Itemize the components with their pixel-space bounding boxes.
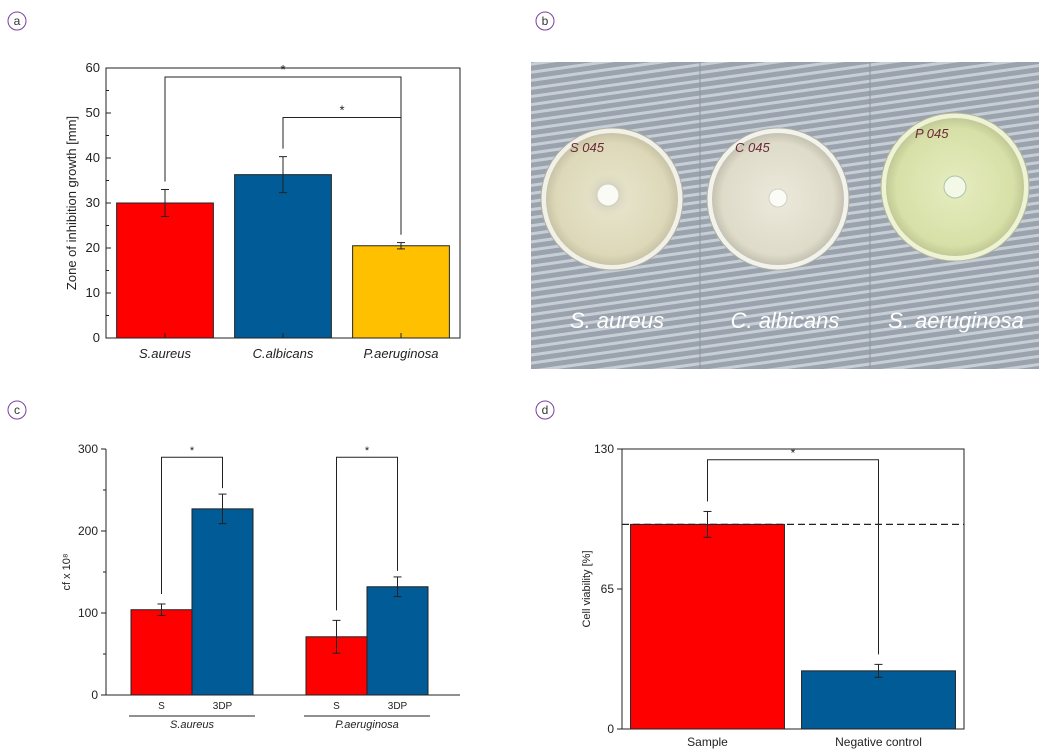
significance-star: *: [365, 445, 370, 457]
significance-bracket: [282, 117, 402, 235]
bar: [234, 174, 332, 339]
petri-dish-s-aeruginosa: P 045: [880, 112, 1030, 262]
significance-bracket: [336, 456, 398, 611]
y-tick-label: 100: [78, 606, 98, 620]
y-tick-label: 0: [607, 722, 614, 736]
petri-dish-s-aureus: S 045: [540, 127, 684, 271]
svg-text:d: d: [542, 403, 549, 417]
bar: [801, 670, 956, 730]
x-tick-label: S.aureus: [139, 346, 192, 361]
y-tick-label: 30: [86, 195, 100, 210]
group-label: P.aeruginosa: [335, 719, 398, 731]
bar: [191, 508, 254, 696]
x-tick-label: 3DP: [213, 701, 233, 712]
panel-label-a: a: [7, 11, 27, 31]
y-tick-label: 65: [601, 582, 615, 596]
bar: [366, 586, 429, 696]
bar: [352, 245, 450, 339]
svg-text:c: c: [14, 403, 20, 417]
petri-dish-photo: S 045 C 045 P 045 S. aureus C. albicans …: [531, 62, 1039, 369]
y-tick-label: 0: [91, 688, 98, 702]
panel-label-d: d: [535, 400, 555, 420]
y-tick-label: 10: [86, 285, 100, 300]
caption-s-aureus: S. aureus: [570, 308, 664, 333]
group-label: S.aureus: [170, 719, 215, 731]
bar: [630, 523, 785, 730]
significance-bracket: [161, 456, 223, 594]
y-tick-label: 60: [86, 60, 100, 75]
panel-label-b: b: [535, 11, 555, 31]
y-tick-label: 130: [594, 442, 614, 456]
y-axis-label: cf x 10⁸: [61, 553, 73, 590]
y-tick-label: 200: [78, 524, 98, 538]
significance-star: *: [791, 446, 796, 460]
chart-a: 0 10 20 30 40 50 60 Zone of inhibition growth […: [64, 60, 461, 361]
panel-label-c: c: [7, 400, 27, 420]
caption-s-aeruginosa: S. aeruginosa: [888, 308, 1024, 333]
svg-text:b: b: [542, 14, 549, 28]
x-tick-label: C.albicans: [253, 346, 314, 361]
chart-c: 0 100 200 300 cf x 10⁸ S 3DP S.aureus * S 3DP P.aer…: [61, 442, 460, 731]
y-tick-label: 300: [78, 442, 98, 456]
x-tick-label: Sample: [687, 735, 728, 749]
caption-c-albicans: C. albicans: [731, 308, 840, 333]
bar: [130, 609, 193, 696]
x-tick-label: 3DP: [388, 701, 408, 712]
significance-star: *: [339, 103, 344, 118]
y-tick-label: 40: [86, 150, 100, 165]
significance-star: *: [280, 62, 285, 77]
plate-label-s: S 045: [570, 140, 605, 155]
x-tick-label: S: [333, 701, 340, 712]
chart-d: 0 65 130 Cell viability [%] Sample Negative c…: [581, 442, 965, 749]
plate-label-c: C 045: [735, 140, 770, 155]
y-tick-label: 0: [93, 330, 100, 345]
x-tick-label: P.aeruginosa: [364, 346, 439, 361]
y-axis-label: Zone of inhibition growth [mm]: [64, 116, 79, 290]
significance-star: *: [190, 445, 195, 457]
significance-bracket: [707, 459, 879, 655]
bar: [116, 202, 214, 339]
petri-dish-c-albicans: C 045: [706, 127, 850, 271]
y-tick-label: 20: [86, 240, 100, 255]
plate-label-p: P 045: [915, 126, 949, 141]
y-axis-label: Cell viability [%]: [581, 550, 593, 627]
x-tick-label: S: [158, 701, 165, 712]
x-tick-label: Negative control: [835, 735, 922, 749]
svg-text:a: a: [14, 14, 21, 28]
y-tick-label: 50: [86, 105, 100, 120]
